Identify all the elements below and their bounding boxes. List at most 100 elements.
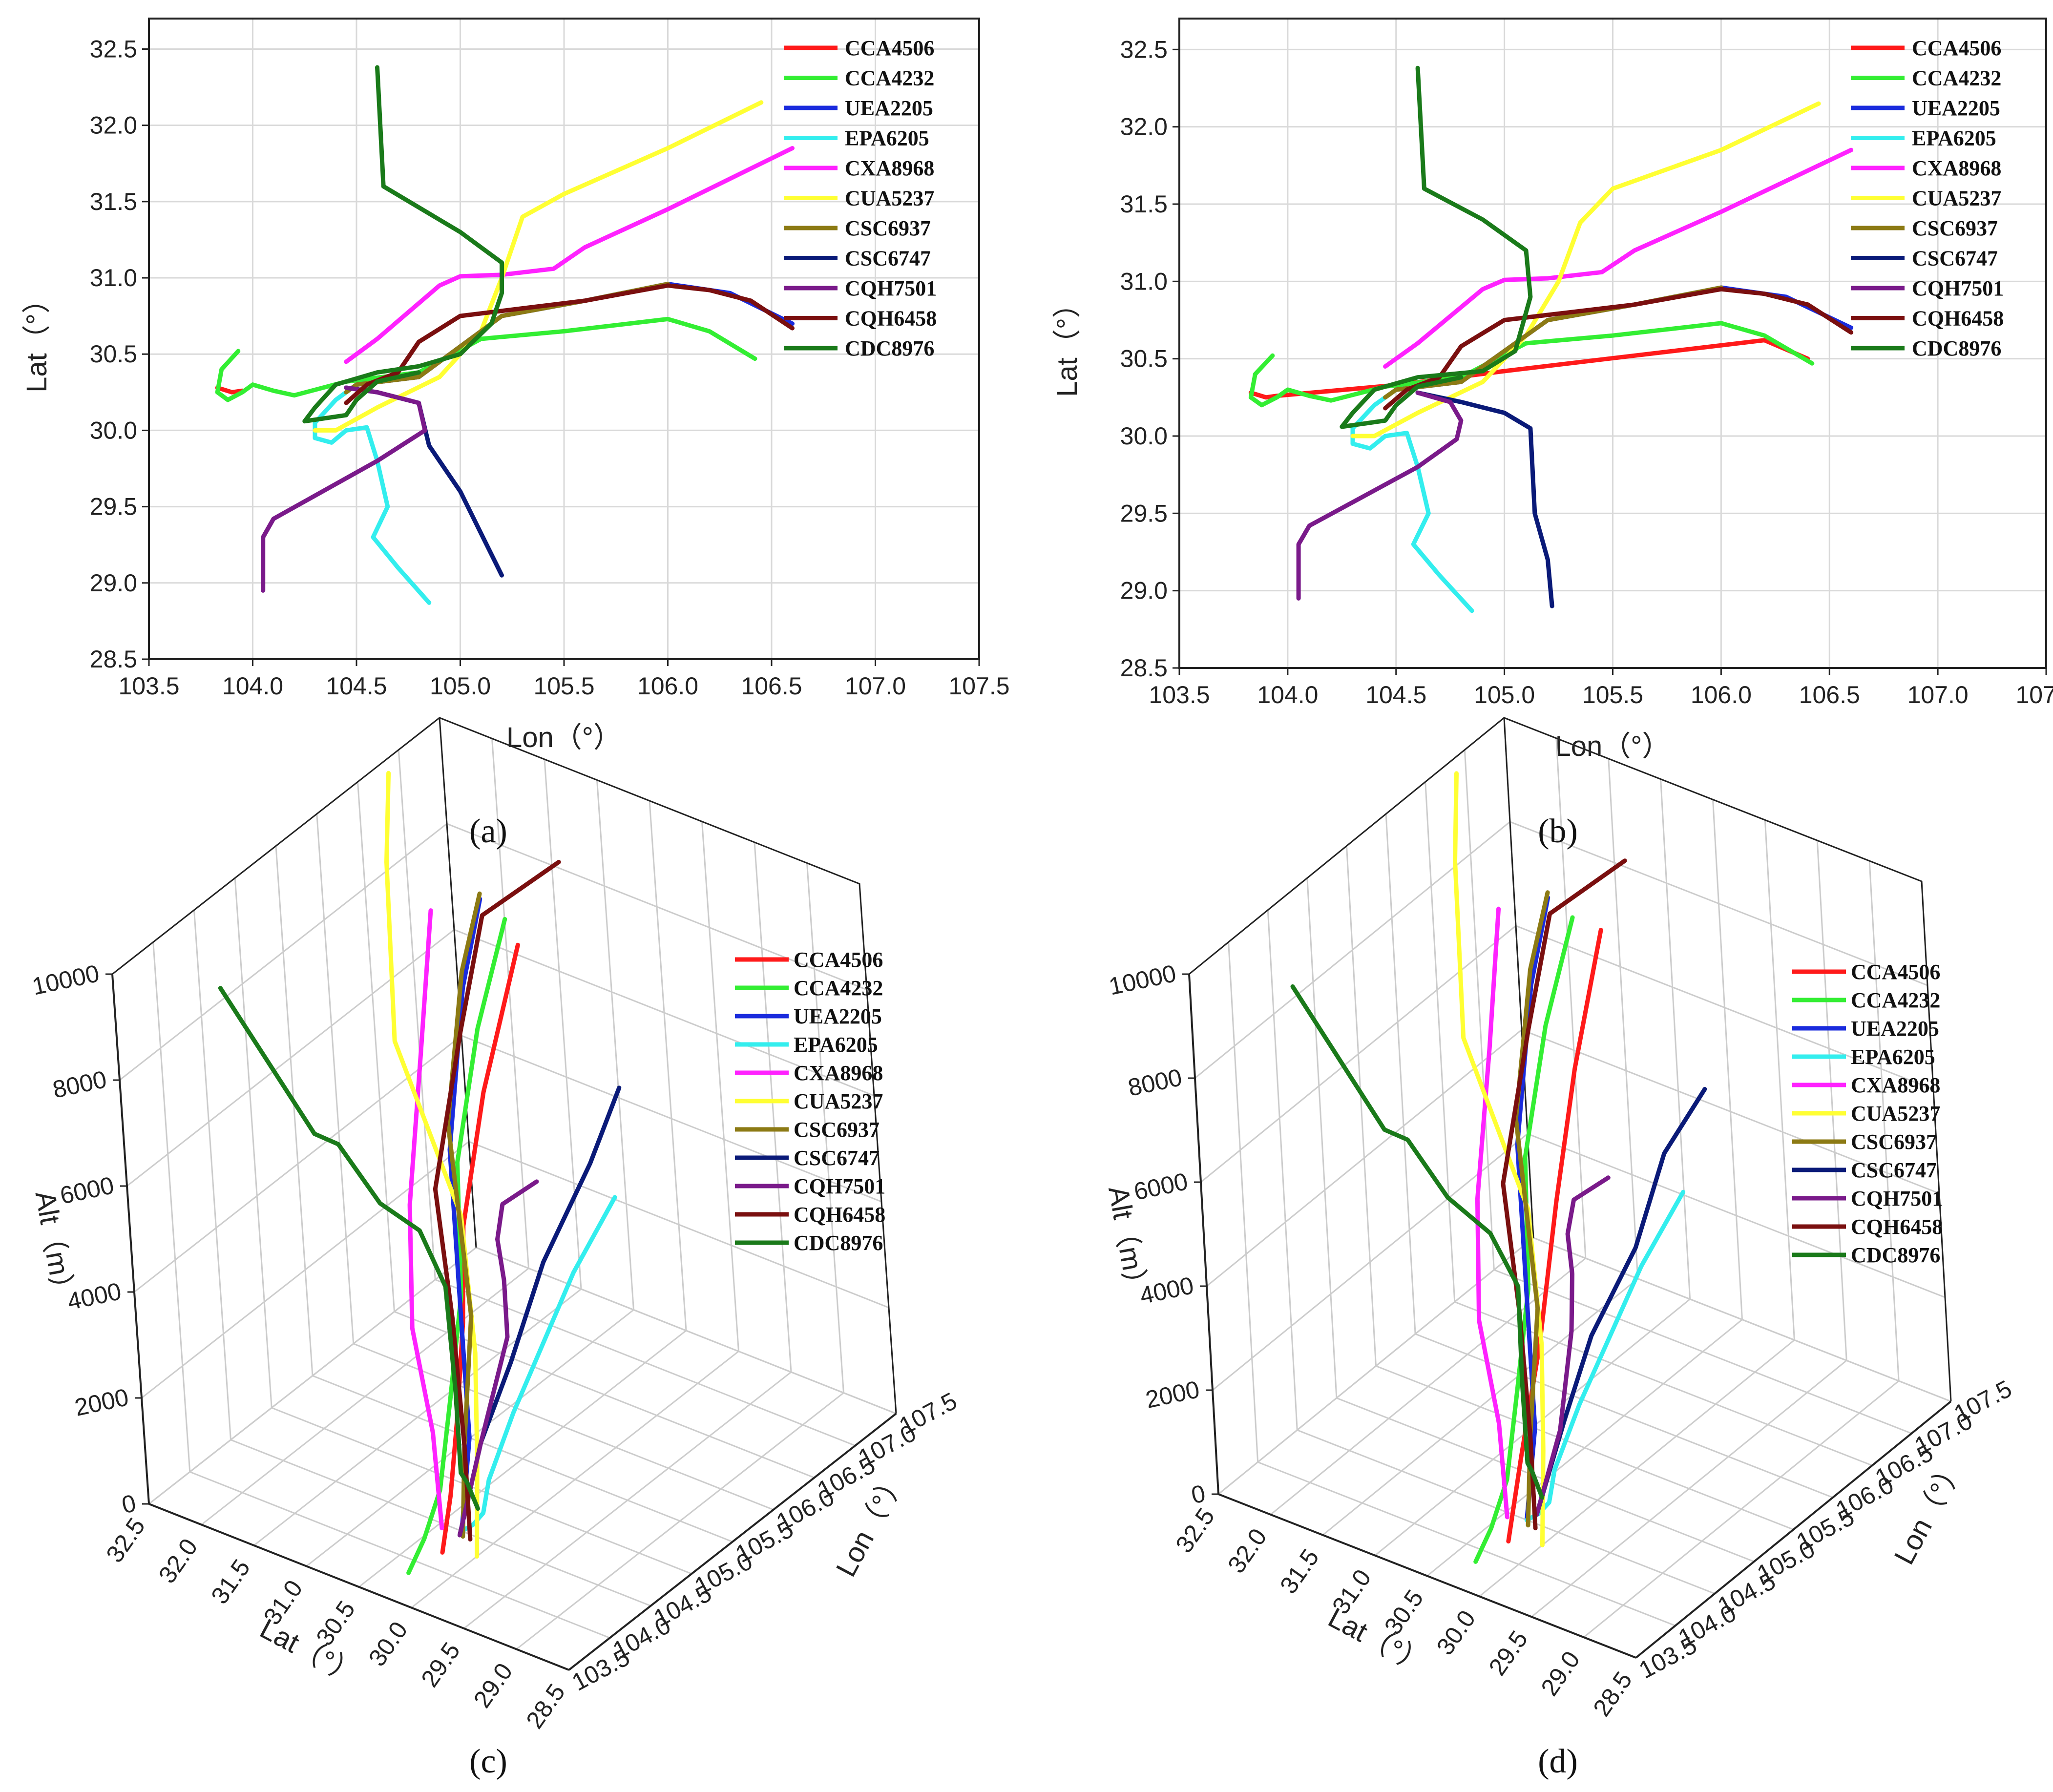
- y-tick-label: 31.5: [1120, 190, 1168, 218]
- y-tick-label: 32.0: [1120, 113, 1168, 141]
- outer-frame: [112, 717, 897, 1414]
- outer-frame: [1189, 717, 1952, 1402]
- plot-frame: [1178, 18, 2047, 669]
- legend-label-epa6205: EPA6205: [1912, 126, 1996, 150]
- legend-label-csc6937: CSC6937: [1851, 1130, 1937, 1154]
- legend-label-csc6937: CSC6937: [794, 1118, 880, 1142]
- legend-label-cqh6458: CQH6458: [794, 1203, 885, 1227]
- y-tick-label: 28.5: [1120, 654, 1168, 682]
- series-line-cqh7501: [261, 385, 427, 593]
- legend-label-cdc8976: CDC8976: [1851, 1243, 1940, 1267]
- legend-label-cdc8976: CDC8976: [1912, 336, 2001, 360]
- back-edge: [439, 717, 477, 1248]
- floor-grid-lat: [253, 1288, 582, 1546]
- x-tick-label: 103.5: [118, 672, 179, 700]
- x-tick-label: 104.0: [1257, 681, 1318, 708]
- x-tick-label: 107.5: [948, 672, 1009, 700]
- series-line-3d-cdc8976: [1290, 984, 1545, 1500]
- y-tick-label: 29.5: [1120, 500, 1168, 527]
- legend: CCA4506 CCA4232 UEA2205 EPA6205 CXA8968 CUA52…: [735, 948, 885, 1255]
- wall-grid-lon: [275, 846, 314, 1376]
- y-tick-label: 31.0: [1120, 268, 1168, 295]
- legend-label-csc6747: CSC6747: [845, 247, 931, 271]
- series-line-3d-epa6205: [1525, 1189, 1686, 1522]
- wall-grid-lat: [1816, 840, 1847, 1361]
- legend-label-csc6747: CSC6747: [794, 1146, 880, 1170]
- legend-label-epa6205: EPA6205: [845, 126, 929, 150]
- legend-label-cxa8968: CXA8968: [794, 1061, 883, 1085]
- series-line-3d-cqh7501: [1534, 1175, 1611, 1517]
- wall-grid-lat: [1712, 799, 1743, 1320]
- y-tick-label: 29.0: [1120, 577, 1168, 604]
- series-line-3d-cqh7501: [457, 1179, 539, 1538]
- wall-grid-lat: [1764, 820, 1795, 1340]
- legend-label-cca4232: CCA4232: [845, 66, 934, 90]
- legend-label-uea2205: UEA2205: [1851, 1017, 1939, 1041]
- z-axis-line: [111, 974, 150, 1504]
- y-tick-label: 32.5: [90, 35, 137, 63]
- y-tick-label: 30.0: [1120, 422, 1168, 450]
- legend: CCA4506 CCA4232 UEA2205 EPA6205 CXA8968 CUA52…: [784, 36, 937, 360]
- x-tick-label: 107.0: [845, 672, 906, 700]
- legend-label-cxa8968: CXA8968: [845, 156, 934, 180]
- legend-label-cqh7501: CQH7501: [845, 276, 937, 300]
- legend-label-cdc8976: CDC8976: [845, 336, 934, 360]
- legend-label-cxa8968: CXA8968: [1851, 1073, 1940, 1097]
- series-line-cxa8968: [1383, 147, 1854, 369]
- wall-grid-lon: [398, 750, 436, 1280]
- panel-label-a: (a): [469, 813, 507, 850]
- legend-label-csc6937: CSC6937: [1912, 216, 1998, 240]
- x-tick-label: 106.0: [637, 672, 698, 700]
- legend-label-uea2205: UEA2205: [794, 1004, 882, 1028]
- lon-axis-line: [1635, 1400, 1952, 1659]
- series-line-3d-uea2205: [447, 896, 482, 1534]
- panel-b-chart: 103.5 104.0 104.5 105.0 105.5 106.0 106.5 107.0…: [1051, 18, 2053, 762]
- y-tick-label: 28.5: [90, 646, 137, 673]
- legend-label-csc6747: CSC6747: [1851, 1158, 1937, 1182]
- x-tick-label: 106.5: [1799, 681, 1860, 708]
- x-tick-label: 104.5: [326, 672, 387, 700]
- legend-label-cca4506: CCA4506: [1912, 36, 2001, 60]
- lon-axis-line: [568, 1413, 897, 1671]
- legend-label-cqh7501: CQH7501: [794, 1174, 885, 1198]
- legend-label-cua5237: CUA5237: [845, 187, 934, 210]
- legend-label-csc6747: CSC6747: [1912, 247, 1998, 271]
- panel-label-b: (b): [1538, 813, 1578, 850]
- legend-label-cqh7501: CQH7501: [1851, 1187, 1943, 1210]
- wall-grid-lon: [193, 910, 231, 1440]
- wall-grid-lat: [1868, 861, 1900, 1381]
- series-line-cqh7501: [1296, 390, 1464, 601]
- wall-grid-lon: [1267, 910, 1298, 1430]
- legend-label-cqh7501: CQH7501: [1912, 276, 2004, 300]
- floor-grid-lon: [353, 1343, 774, 1511]
- wall-grid-lat: [1555, 738, 1587, 1258]
- y-tick-label: 30.5: [1120, 345, 1168, 373]
- series-line-cdc8976: [1340, 65, 1533, 429]
- wall-grid-lon: [1464, 750, 1495, 1270]
- x-tick-label: 107.0: [1907, 681, 1969, 708]
- legend-label-cqh6458: CQH6458: [1851, 1215, 1943, 1239]
- legend-label-uea2205: UEA2205: [1912, 96, 2000, 120]
- series-line-cqh6458: [1383, 287, 1854, 411]
- y-tick-label: 30.0: [90, 417, 137, 444]
- legend-label-cua5237: CUA5237: [1851, 1102, 1940, 1125]
- legend-label-cua5237: CUA5237: [794, 1089, 883, 1113]
- series-lines: [1248, 65, 1854, 613]
- series-line-cua5237: [313, 100, 764, 433]
- lat-axis-line: [148, 1503, 569, 1671]
- y-axis-label: Lat（°）: [21, 285, 53, 393]
- floor-grid-lat: [1426, 1319, 1743, 1577]
- wall-grid-lat: [649, 800, 687, 1331]
- legend-label-cca4232: CCA4232: [1851, 988, 1940, 1012]
- legend-label-epa6205: EPA6205: [794, 1033, 878, 1057]
- x-tick-label: 105.0: [430, 672, 491, 700]
- series-line-cdc8976: [302, 65, 504, 424]
- floor-grid-lat: [1270, 1257, 1586, 1516]
- series-line-3d-cca4506: [1506, 928, 1603, 1544]
- wall-grid-lat: [1660, 779, 1691, 1299]
- wall-grid-lat: [754, 842, 792, 1373]
- x-axis-label: Lon（°）: [506, 722, 622, 753]
- wall-grid-lon: [1306, 878, 1338, 1398]
